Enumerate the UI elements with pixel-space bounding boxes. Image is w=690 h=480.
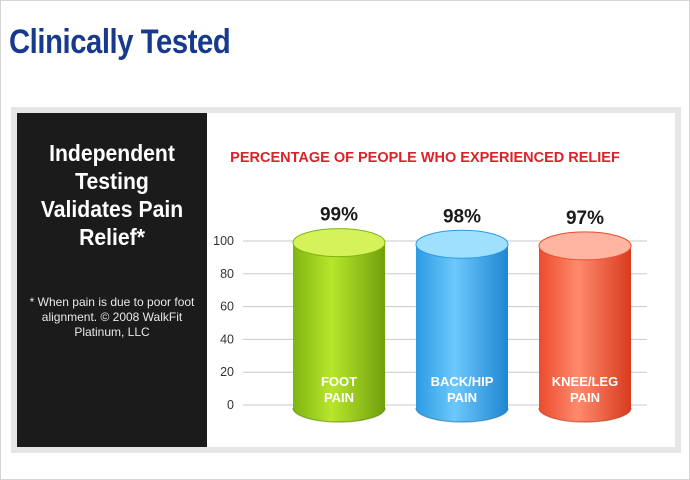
y-tick-label: 0	[227, 398, 234, 412]
page-title: Clinically Tested	[9, 23, 231, 61]
chart-area: PERCENTAGE OF PEOPLE WHO EXPERIENCED REL…	[207, 113, 675, 447]
relief-chart: PERCENTAGE OF PEOPLE WHO EXPERIENCED REL…	[213, 150, 647, 423]
bar-body	[416, 244, 508, 422]
sidebar-heading: Independent Testing Validates Pain Relie…	[40, 140, 184, 250]
value-label: 99%	[320, 205, 358, 226]
category-label: FOOT	[321, 374, 357, 389]
y-tick-label: 100	[213, 234, 234, 248]
sidebar-footnote: * When pain is due to poor foot alignmen…	[29, 295, 195, 339]
bar-top	[538, 231, 632, 261]
chart-title: PERCENTAGE OF PEOPLE WHO EXPERIENCED REL…	[230, 150, 620, 166]
y-tick-label: 80	[220, 267, 234, 281]
y-tick-label: 40	[220, 332, 234, 346]
y-tick-label: 60	[220, 300, 234, 314]
value-label: 98%	[443, 206, 481, 227]
category-label: PAIN	[447, 390, 477, 405]
y-axis: 0 20 40 60 80 100	[213, 234, 234, 412]
info-sidebar: Independent Testing Validates Pain Relie…	[17, 113, 207, 447]
value-label: 97%	[566, 208, 604, 229]
bar-base-rim	[538, 407, 632, 423]
bar-body	[539, 245, 631, 422]
category-label: PAIN	[570, 390, 600, 405]
y-tick-label: 20	[220, 365, 234, 379]
bar-top	[415, 229, 509, 259]
bar-body	[293, 242, 385, 422]
category-label: KNEE/LEG	[552, 374, 618, 389]
bars: 99%FOOTPAIN98%BACK/HIPPAIN97%KNEE/LEGPAI…	[292, 205, 632, 423]
bar-base-rim	[292, 407, 386, 423]
bar-top	[292, 228, 386, 258]
category-label: BACK/HIP	[431, 374, 494, 389]
bar-base-rim	[415, 407, 509, 423]
category-label: PAIN	[324, 390, 354, 405]
